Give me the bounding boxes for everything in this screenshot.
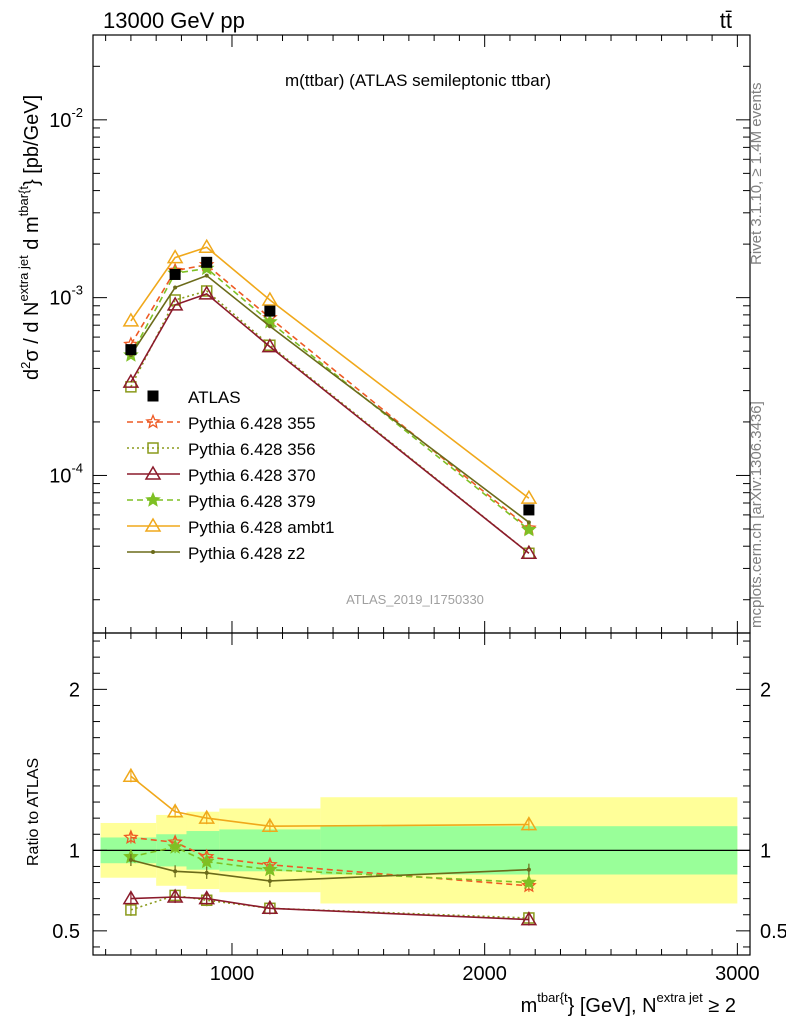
legend: ATLAS Pythia 6.428 355 Pythia 6.428 356 Pyt… bbox=[127, 388, 334, 563]
y-tick-label-main: 10-3 bbox=[49, 283, 83, 310]
atlas-data-point bbox=[125, 344, 137, 356]
series-line-main-1 bbox=[130, 290, 530, 554]
series-point-ratio bbox=[261, 899, 279, 915]
y-axis-label-ratio: Ratio to ATLAS bbox=[25, 758, 42, 866]
legend-marker-atlas bbox=[147, 390, 159, 402]
series-point-ratio bbox=[167, 838, 183, 854]
legend-marker-1 bbox=[147, 442, 159, 454]
legend-marker-2 bbox=[144, 465, 162, 480]
series-point-ratio bbox=[267, 878, 272, 883]
process-label: tt̄ bbox=[720, 8, 732, 33]
energy-label: 13000 GeV pp bbox=[103, 8, 245, 33]
y-tick-label-ratio-right: 0.5 bbox=[760, 921, 786, 943]
legend-marker-4 bbox=[144, 517, 162, 532]
series-point-main bbox=[204, 273, 209, 278]
series-point-main bbox=[198, 238, 216, 254]
series-point-ratio bbox=[520, 816, 538, 831]
chart-title: m(ttbar) (ATLAS semileptonic ttbar) bbox=[285, 71, 551, 90]
series-point-ratio bbox=[198, 853, 215, 869]
series-point-ratio bbox=[122, 767, 140, 783]
legend-label-4: Pythia 6.428 ambt1 bbox=[188, 518, 334, 537]
y-tick-label-ratio-right: 2 bbox=[760, 679, 771, 701]
series-point-main bbox=[526, 520, 531, 525]
y-tick-label-ratio-right: 1 bbox=[760, 840, 771, 862]
atlas-data-point bbox=[201, 256, 213, 268]
series-point-ratio bbox=[166, 888, 184, 903]
ratio-panel: 1000 2000 3000 2 2 1 1 0.5 0.5 bbox=[52, 632, 786, 985]
legend-label-3: Pythia 6.428 379 bbox=[188, 492, 316, 511]
series-point-main bbox=[267, 324, 272, 329]
series-point-main bbox=[173, 285, 178, 290]
series-point-ratio bbox=[261, 817, 279, 832]
y-tick-label-ratio: 0.5 bbox=[52, 921, 80, 943]
series-point-ratio bbox=[166, 803, 184, 818]
x-tick-label: 1000 bbox=[210, 963, 255, 985]
legend-label-5: Pythia 6.428 z2 bbox=[188, 544, 305, 563]
series-point-ratio bbox=[128, 858, 133, 863]
atlas-data-point bbox=[523, 504, 535, 516]
series-point-ratio bbox=[204, 870, 209, 875]
series-point-main bbox=[166, 296, 184, 311]
atlas-data-point bbox=[169, 268, 181, 280]
series-line-main-0 bbox=[130, 263, 530, 529]
legend-label-0: Pythia 6.428 355 bbox=[188, 414, 316, 433]
series-point-ratio bbox=[526, 867, 531, 872]
rivet-label: Rivet 3.1.10, ≥ 1.4M events bbox=[748, 83, 765, 266]
ratio-frame bbox=[92, 632, 751, 956]
legend-label-2: Pythia 6.428 370 bbox=[188, 466, 316, 485]
series-point-ratio bbox=[262, 861, 278, 877]
y-tick-label-main: 10-2 bbox=[49, 105, 83, 132]
series-line-main-4 bbox=[130, 246, 530, 499]
x-axis-label: mtbar{t} [GeV], Nextra jet ≥ 2 bbox=[521, 990, 736, 1017]
series-line-ratio-1 bbox=[130, 894, 529, 919]
series-point-ratio bbox=[123, 829, 139, 845]
y-axis-label-main: d2σ / d Nextra jet d mtbar{t} [pb/GeV] bbox=[16, 95, 43, 380]
series-point-ratio bbox=[173, 869, 178, 874]
series-point-ratio bbox=[521, 874, 537, 890]
series-point-ratio bbox=[122, 890, 140, 905]
main-panel: 10-2 10-3 10-4 bbox=[49, 34, 751, 634]
series-point-main bbox=[198, 285, 216, 300]
legend-marker-0 bbox=[145, 413, 161, 429]
series-point-ratio bbox=[198, 890, 216, 905]
y-tick-label-ratio: 1 bbox=[69, 840, 80, 862]
watermark: ATLAS_2019_I1750330 bbox=[346, 592, 484, 607]
series-point-main bbox=[520, 489, 538, 504]
series-point-main bbox=[520, 544, 538, 560]
series-point-main bbox=[521, 521, 537, 537]
series-line-main-2 bbox=[130, 292, 530, 554]
series-point-ratio bbox=[521, 877, 537, 893]
series-point-main bbox=[122, 312, 140, 327]
mcplots-label: mcplots.cern.ch [arXiv:1306.3436] bbox=[748, 401, 765, 628]
x-tick-label: 2000 bbox=[462, 963, 507, 985]
series-point-main bbox=[122, 373, 140, 388]
series-point-ratio bbox=[520, 911, 538, 926]
series-point-main bbox=[166, 249, 184, 264]
y-tick-label-main: 10-4 bbox=[49, 460, 83, 487]
legend-marker-3 bbox=[145, 491, 161, 507]
legend-marker-5 bbox=[151, 550, 155, 554]
series-point-ratio bbox=[125, 904, 137, 916]
series-point-ratio bbox=[198, 809, 216, 824]
legend-label-atlas: ATLAS bbox=[188, 388, 241, 407]
atlas-data-point bbox=[264, 305, 276, 317]
x-tick-label: 3000 bbox=[715, 963, 760, 985]
series-point-main bbox=[261, 338, 279, 353]
legend-label-1: Pythia 6.428 356 bbox=[188, 440, 316, 459]
y-tick-label-ratio: 2 bbox=[69, 679, 80, 701]
series-point-main bbox=[261, 291, 279, 306]
